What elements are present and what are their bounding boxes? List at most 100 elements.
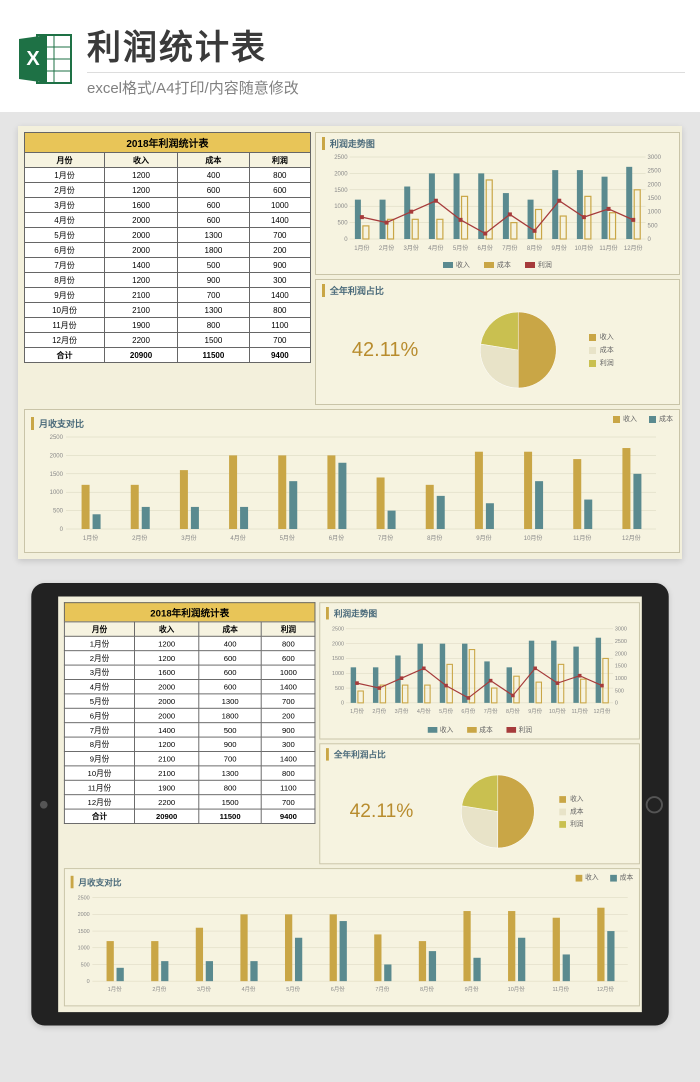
- legend-label: 利润: [570, 819, 583, 829]
- table-cell: 11500: [199, 809, 262, 823]
- legend-item: 利润: [506, 725, 532, 735]
- table-cell: 1200: [135, 737, 199, 751]
- table-cell: 1300: [199, 766, 262, 780]
- table-cell: 11月份: [64, 780, 134, 794]
- table-row: 2月份1200600600: [25, 183, 311, 198]
- table-cell: 1400: [262, 751, 316, 765]
- table-cell: 1200: [105, 183, 178, 198]
- table-total-row: 合计20900115009400: [25, 348, 311, 363]
- previews-container: 2018年利润统计表月份收入成本利润1月份12004008002月份120060…: [0, 112, 700, 1082]
- legend-swatch: [589, 334, 596, 341]
- svg-text:4月份: 4月份: [230, 534, 245, 542]
- table-cell: 12月份: [25, 333, 105, 348]
- legend-item: 成本: [560, 807, 634, 817]
- table-row: 11月份19008001100: [64, 780, 315, 794]
- table-cell: 400: [178, 168, 250, 183]
- svg-text:10月份: 10月份: [524, 534, 543, 542]
- svg-text:7月份: 7月份: [378, 534, 393, 542]
- svg-text:2000: 2000: [50, 453, 64, 459]
- table-cell: 1200: [105, 273, 178, 288]
- table-cell: 9月份: [64, 751, 134, 765]
- table-cell: 800: [178, 318, 250, 333]
- svg-text:1000: 1000: [334, 204, 348, 210]
- table-cell: 800: [262, 766, 316, 780]
- table-header-cell: 成本: [199, 622, 262, 636]
- table-row: 8月份1200900300: [25, 273, 311, 288]
- month-bar-panel: 月收支对比收入成本050010001500200025001月份2月份3月份4月…: [64, 868, 640, 1006]
- preview-desktop: 2018年利润统计表月份收入成本利润1月份12004008002月份120060…: [18, 126, 682, 559]
- table-cell: 8月份: [25, 273, 105, 288]
- table-cell: 2100: [135, 766, 199, 780]
- svg-text:12月份: 12月份: [597, 985, 614, 993]
- table-cell: 2100: [105, 288, 178, 303]
- table-cell: 3月份: [64, 665, 134, 679]
- pie-title: 全年利润占比: [322, 284, 673, 297]
- table-cell: 1月份: [25, 168, 105, 183]
- legend-label: 利润: [600, 358, 614, 368]
- pie-title: 全年利润占比: [326, 748, 633, 760]
- table-row: 9月份21007001400: [64, 751, 315, 765]
- pie-chart: [448, 300, 588, 400]
- table-cell: 1800: [199, 708, 262, 722]
- table-cell: 2000: [135, 694, 199, 708]
- svg-text:8月份: 8月份: [506, 707, 520, 715]
- month-bar-chart: 050010001500200025001月份2月份3月份4月份5月份6月份7月…: [71, 891, 634, 997]
- month-bar-panel: 月收支对比收入成本050010001500200025001月份2月份3月份4月…: [24, 409, 680, 553]
- svg-text:7月份: 7月份: [484, 707, 498, 715]
- legend-item: 收入: [589, 332, 673, 342]
- table-row: 12月份22001500700: [64, 795, 315, 809]
- svg-text:1500: 1500: [647, 196, 661, 202]
- svg-text:12月份: 12月份: [594, 707, 611, 715]
- page-subtitle: excel格式/A4打印/内容随意修改: [87, 72, 685, 98]
- legend-item: 成本: [610, 873, 633, 883]
- legend-item: 收入: [443, 260, 470, 270]
- svg-text:12月份: 12月份: [624, 244, 643, 252]
- table-cell: 800: [262, 636, 316, 650]
- legend-label: 收入: [623, 414, 637, 424]
- trend-legend: 收入成本利润: [322, 260, 673, 270]
- svg-text:500: 500: [53, 509, 64, 515]
- table-cell: 2000: [105, 228, 178, 243]
- table-cell: 900: [249, 258, 310, 273]
- legend-item: 利润: [589, 358, 673, 368]
- table-cell: 800: [199, 780, 262, 794]
- svg-text:2500: 2500: [334, 155, 348, 161]
- table-cell: 9400: [249, 348, 310, 363]
- table-cell: 3月份: [25, 198, 105, 213]
- legend-item: 收入: [613, 414, 637, 424]
- svg-text:10月份: 10月份: [574, 244, 593, 252]
- table-cell: 700: [262, 795, 316, 809]
- table-cell: 1200: [105, 168, 178, 183]
- svg-text:500: 500: [647, 223, 658, 229]
- legend-label: 成本: [497, 260, 511, 270]
- table-cell: 900: [199, 737, 262, 751]
- legend-swatch: [467, 727, 477, 733]
- legend-item: 收入: [560, 794, 634, 804]
- table-cell: 300: [249, 273, 310, 288]
- pie-legend: 收入成本利润: [560, 791, 634, 831]
- table-cell: 600: [178, 183, 250, 198]
- svg-text:5月份: 5月份: [453, 244, 468, 252]
- legend-swatch: [589, 360, 596, 367]
- table-cell: 4月份: [25, 213, 105, 228]
- trend-chart: 0500100015002000250005001000150020002500…: [322, 153, 673, 253]
- legend-label: 成本: [600, 345, 614, 355]
- table-cell: 600: [199, 679, 262, 693]
- profit-table: 月份收入成本利润1月份12004008002月份12006006003月份160…: [24, 152, 311, 363]
- pie-panel: 全年利润占比42.11%收入成本利润: [315, 279, 680, 405]
- svg-text:2月份: 2月份: [379, 244, 394, 252]
- legend-swatch: [525, 262, 535, 268]
- trend-panel: 利润走势图05001000150020002500050010001500200…: [315, 132, 680, 275]
- table-cell: 2000: [135, 679, 199, 693]
- table-header-cell: 成本: [178, 153, 250, 168]
- excel-icon: X: [15, 29, 75, 89]
- svg-text:2月份: 2月份: [373, 707, 387, 715]
- table-cell: 2000: [105, 213, 178, 228]
- table-row: 5月份20001300700: [64, 694, 315, 708]
- table-row: 4月份20006001400: [64, 679, 315, 693]
- svg-text:0: 0: [60, 527, 64, 533]
- table-cell: 500: [199, 723, 262, 737]
- table-cell: 1000: [262, 665, 316, 679]
- month-bar-legend: 收入成本: [613, 414, 673, 424]
- table-cell: 1200: [135, 651, 199, 665]
